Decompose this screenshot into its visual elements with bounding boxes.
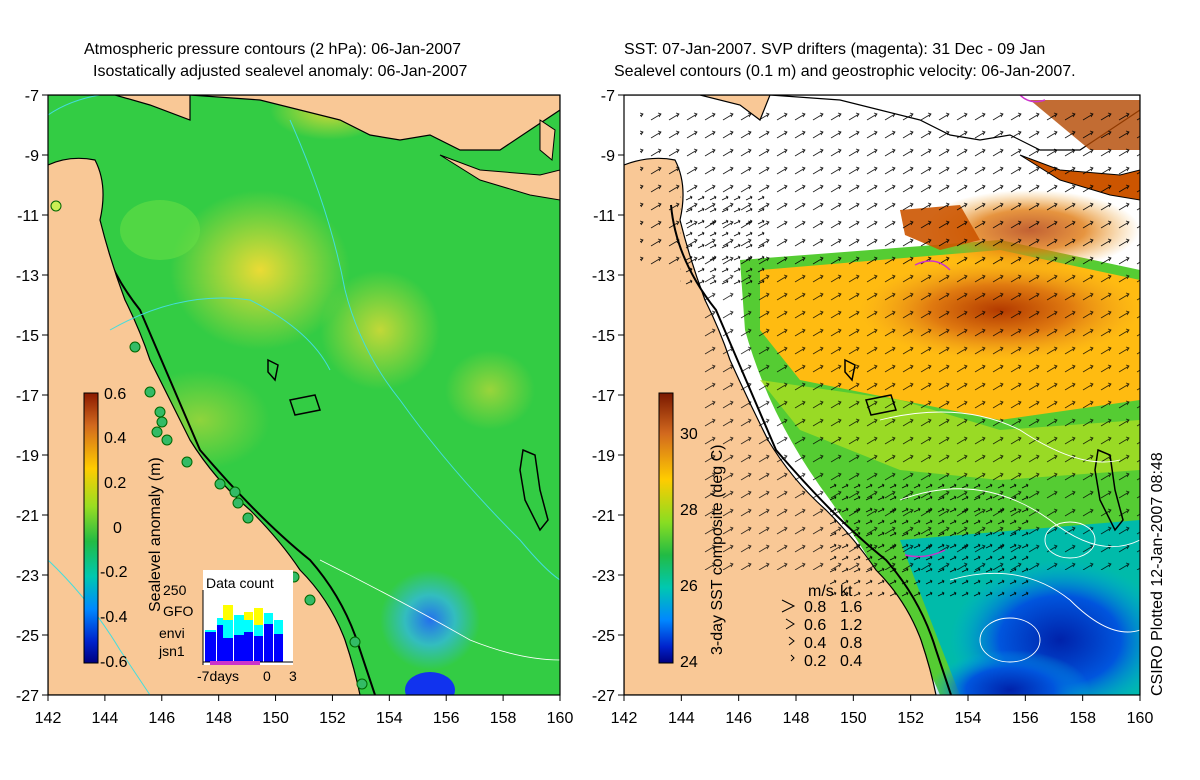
inset-xtick-0: -7days: [197, 668, 239, 684]
sla-tick-6: -0.6: [100, 654, 128, 671]
velkey-r1-kt: 1.2: [840, 617, 862, 634]
inset-title: Data count: [206, 575, 274, 591]
right-xtick-label: 152: [897, 710, 924, 727]
left-ytick-label: -15: [16, 328, 39, 345]
left-ytick-label: -9: [25, 148, 39, 165]
inset-y-tick: 250: [163, 582, 187, 598]
velkey-r0-ms: 0.8: [804, 599, 826, 616]
sst-tick-2: 26: [680, 578, 698, 595]
right-title-line1: SST: 07-Jan-2007. SVP drifters (magenta)…: [624, 41, 1046, 58]
legend-jsn1: jsn1: [158, 643, 185, 659]
right-xtick-label: 154: [955, 710, 982, 727]
velkey-unit-ms: m/s: [808, 583, 834, 600]
right-ytick-label: -11: [593, 208, 615, 225]
left-xtick-label: 154: [376, 710, 403, 727]
legend-gfo: GFO: [163, 603, 193, 619]
right-xtick-label: 142: [611, 710, 638, 727]
velkey-r3-kt: 0.4: [840, 653, 862, 670]
axes-layer: -7 -9 -11 -13 -15 -17 -19 -21 -23 -25 -27 142 144 146…: [16, 88, 1154, 727]
right-xtick-label: 148: [783, 710, 810, 727]
left-xtick-label: 144: [92, 710, 119, 727]
right-xtick-label: 144: [668, 710, 695, 727]
sla-colorbar-label: Sealevel anomaly (m): [147, 457, 164, 612]
credit-text: CSIRO Plotted 12-Jan-2007 08:48: [1149, 452, 1166, 696]
left-map: [48, 95, 560, 695]
left-ytick-label: -13: [16, 268, 39, 285]
left-ytick-label: -11: [17, 208, 39, 225]
left-ytick-label: -19: [16, 448, 39, 465]
right-xtick-label: 146: [725, 710, 752, 727]
right-ytick-label: -17: [592, 388, 615, 405]
left-xtick-label: 160: [547, 710, 574, 727]
sla-tick-1: 0.4: [104, 430, 126, 447]
right-ytick-label: -27: [592, 688, 615, 705]
right-xtick-label: 160: [1127, 710, 1154, 727]
left-ytick-label: -23: [16, 568, 39, 585]
inset-xtick-2: 3: [289, 668, 297, 684]
data-count-inset: Data count 250 GFO envi jsn1 -7days 0 3: [158, 570, 297, 684]
sst-tick-3: 24: [680, 654, 698, 671]
left-ytick-label: -27: [16, 688, 39, 705]
left-xtick-label: 156: [433, 710, 460, 727]
right-ytick-label: -19: [592, 448, 615, 465]
sst-tick-0: 30: [680, 426, 698, 443]
velkey-unit-kt: kt: [840, 583, 853, 600]
velkey-r0-kt: 1.6: [840, 599, 862, 616]
left-xtick-label: 152: [319, 710, 346, 727]
right-xtick-label: 150: [840, 710, 867, 727]
left-ytick-label: -21: [16, 508, 39, 525]
inset-xtick-1: 0: [263, 668, 271, 684]
legend-envi: envi: [159, 625, 185, 641]
velkey-r2-kt: 0.8: [840, 635, 862, 652]
velocity-key: m/s kt 0.8 1.6 0.6 1.2 0.4 0.8 0.2 0.4: [781, 583, 862, 670]
right-xtick-label: 158: [1069, 710, 1096, 727]
left-ytick-label: -17: [16, 388, 39, 405]
right-ytick-label: -23: [592, 568, 615, 585]
right-ytick-label: -15: [592, 328, 615, 345]
sla-tick-2: 0.2: [104, 475, 126, 492]
left-ytick-label: -25: [16, 628, 39, 645]
sla-tick-0: 0.6: [104, 386, 126, 403]
right-ytick-label: -21: [592, 508, 615, 525]
right-ytick-label: -13: [592, 268, 615, 285]
velkey-r1-ms: 0.6: [804, 617, 826, 634]
right-xtick-label: 156: [1012, 710, 1039, 727]
sst-colorbar-ticks: 30 28 26 24: [680, 426, 698, 671]
velkey-r3-ms: 0.2: [804, 653, 826, 670]
left-title-line2: Isostatically adjusted sealevel anomaly:…: [93, 63, 468, 80]
velkey-r2-ms: 0.4: [804, 635, 826, 652]
left-xtick-label: 148: [205, 710, 232, 727]
right-ytick-label: -9: [601, 148, 615, 165]
sst-tick-1: 28: [680, 502, 698, 519]
right-map: [624, 95, 1140, 695]
left-xtick-label: 146: [148, 710, 175, 727]
left-xtick-label: 150: [262, 710, 289, 727]
right-title-line2: Sealevel contours (0.1 m) and geostrophi…: [614, 63, 1076, 80]
sst-colorbar: [658, 392, 674, 664]
right-ytick-label: -7: [601, 88, 615, 105]
left-title-line1: Atmospheric pressure contours (2 hPa): 0…: [84, 41, 462, 58]
sla-tick-5: -0.4: [100, 609, 128, 626]
right-ytick-label: -25: [592, 628, 615, 645]
left-xtick-label: 158: [490, 710, 517, 727]
sst-colorbar-label: 3-day SST composite (deg C): [709, 445, 726, 655]
left-ytick-label: -7: [25, 88, 39, 105]
inset-bars: [202, 590, 293, 665]
left-xtick-label: 142: [35, 710, 62, 727]
sla-colorbar-ticks: 0.6 0.4 0.2 0 -0.2 -0.4 -0.6: [100, 386, 128, 671]
sla-tick-4: -0.2: [100, 564, 128, 581]
sla-colorbar: [83, 392, 99, 664]
sla-tick-3: 0: [113, 520, 122, 537]
